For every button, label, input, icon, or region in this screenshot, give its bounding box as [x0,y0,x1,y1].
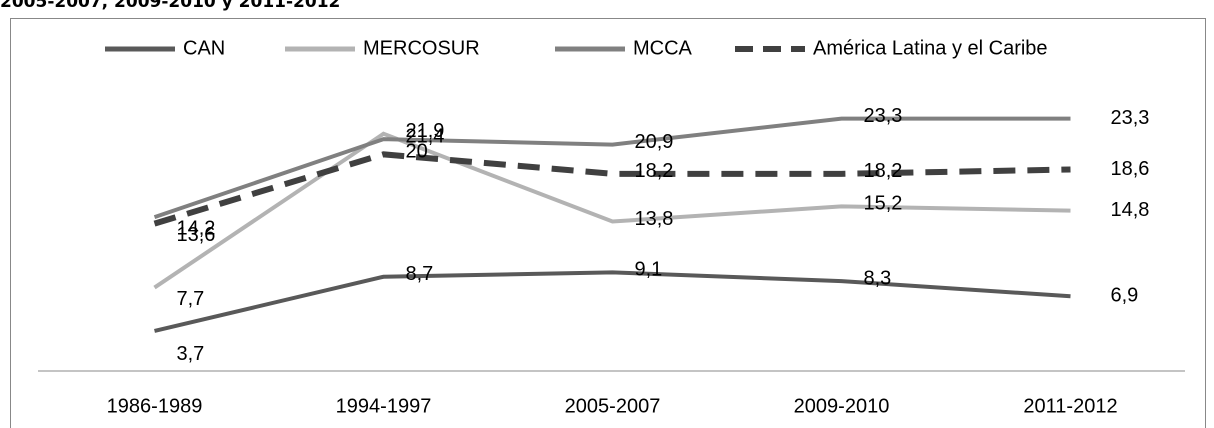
data-label: 14,8 [1111,199,1150,221]
legend-label: MCCA [633,37,693,59]
data-label: 15,2 [864,193,903,215]
data-label: 20 [406,141,428,163]
data-label: 23,3 [864,105,903,127]
data-label: 8,3 [864,267,892,289]
chart-title: 2005-2007, 2009-2010 y 2011-2012 [0,0,340,12]
x-tick-label: 2011-2012 [1023,395,1117,417]
data-label: 18,6 [1111,158,1150,180]
x-tick-label: 2009-2010 [794,395,890,417]
x-tick-label: 1994-1997 [336,395,432,417]
data-label: 21,9 [406,120,445,142]
series-line [153,131,1071,290]
data-label: 18,2 [864,160,903,182]
data-label: 13,8 [635,208,674,230]
plot-frame [10,18,1206,428]
x-tick-label: 2005-2007 [565,395,661,417]
x-tick-label: 1986-1989 [107,395,203,417]
data-label: 9,1 [635,259,663,281]
legend-label: América Latina y el Caribe [813,37,1048,59]
data-label: 3,7 [177,343,205,365]
legend-label: MERCOSUR [363,37,480,59]
data-label: 23,3 [1111,107,1150,129]
legend-label: CAN [183,37,225,59]
data-label: 6,9 [1111,285,1139,307]
data-label: 8,7 [406,263,434,285]
data-label: 14,2 [177,217,216,239]
series-line [154,270,1071,333]
data-label: 7,7 [177,288,205,310]
data-label: 21,4 [406,125,445,147]
series-line [153,116,1071,220]
data-label: 13,6 [177,224,216,246]
data-label: 20,9 [635,131,674,153]
data-label: 18,2 [635,160,674,182]
